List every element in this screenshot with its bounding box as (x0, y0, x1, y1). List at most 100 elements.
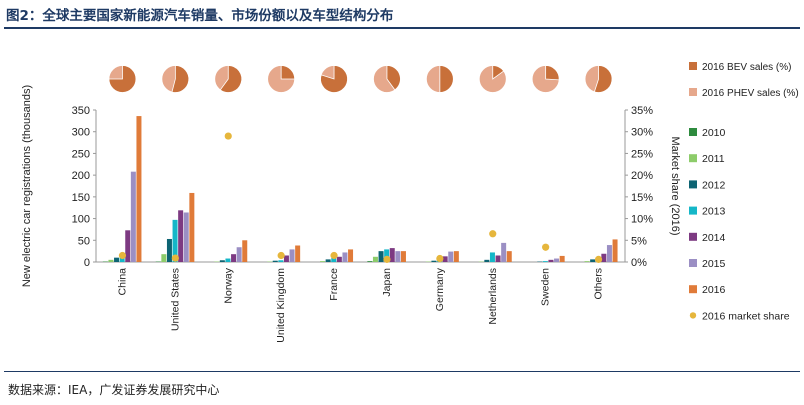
legend-label: 2013 (702, 206, 726, 218)
legend: 2016 BEV sales (%) 2016 PHEV sales (%) 201… (689, 62, 799, 322)
bar-2013 (225, 258, 231, 262)
source-note: 数据来源：IEA，广发证券发展研究中心 (8, 383, 220, 397)
legend-swatch-bev (689, 62, 697, 70)
y-tick-label: 350 (72, 105, 90, 117)
pie-Germany (425, 65, 454, 93)
x-tick-label: Sweden (540, 268, 552, 306)
bar-2016 (453, 251, 459, 262)
x-tick-label: China (117, 268, 129, 296)
y-tick-label: 0 (84, 257, 90, 269)
bar-2012 (590, 259, 596, 262)
legend-swatch-phev (689, 88, 697, 96)
bar-2013 (384, 249, 390, 262)
pie-slice-bev (439, 65, 454, 93)
y-tick-label: 150 (72, 192, 90, 204)
pie-China (108, 65, 137, 93)
bar-2015 (342, 252, 348, 262)
legend-swatch-2015 (689, 259, 697, 267)
bar-2016 (559, 255, 565, 262)
bar-2016 (136, 116, 142, 262)
bar-2015 (606, 245, 612, 262)
legend-label: 2014 (702, 232, 726, 244)
bar-2016 (242, 240, 248, 262)
x-tick-label: Others (593, 268, 605, 300)
bar-2015 (130, 171, 136, 262)
bar-2016 (189, 192, 195, 262)
pie-Netherlands (478, 65, 507, 93)
source-rule (4, 371, 800, 372)
pie-slice-bev (492, 65, 505, 80)
bar-2012 (378, 251, 384, 262)
bar-2011 (372, 256, 378, 262)
pie-slice-bev (386, 65, 401, 91)
pie-slice-bev (171, 65, 190, 93)
legend-swatch-2013 (689, 206, 697, 215)
bar-2011 (320, 261, 326, 262)
market-share-point (383, 255, 391, 263)
x-tick-labels: China United States Norway United Kingdom Fr… (117, 267, 605, 342)
bar-2015 (448, 251, 454, 262)
bar-2011 (584, 261, 590, 262)
y2-tick-label: 0% (631, 257, 647, 269)
pie-row (108, 65, 613, 93)
market-share-point (118, 251, 127, 260)
bar-2016 (506, 251, 512, 262)
market-share-point (224, 132, 232, 140)
title-rule (4, 27, 800, 29)
bar-2012 (166, 238, 172, 262)
pie-slice-bev (593, 65, 613, 93)
bar-2014 (336, 256, 342, 262)
bar-2014 (125, 230, 131, 262)
y2-tick-label: 25% (631, 148, 653, 160)
bar-2015 (236, 247, 242, 262)
y2-tick-label: 5% (631, 235, 647, 247)
bar-2013 (331, 258, 337, 262)
figure-title: 图2：全球主要国家新能源汽车销量、市场份额以及车型结构分布 (6, 8, 394, 24)
bar-2010 (367, 261, 373, 262)
market-share-point (436, 254, 444, 263)
pie-slice-bev (280, 65, 296, 80)
y-tick-label: 250 (72, 148, 90, 160)
bar-2014 (495, 255, 501, 262)
legend-swatch-2012 (689, 180, 697, 189)
bar-2012 (114, 257, 120, 262)
x-tick-label: Norway (222, 267, 234, 303)
bar-2012 (272, 260, 278, 262)
y-ticks: 0 50 100 150 200 250 300 350 (72, 105, 96, 269)
bar-2013 (542, 261, 548, 262)
bar-2012 (325, 259, 331, 262)
market-share-series (118, 132, 603, 263)
bar-2013 (172, 219, 178, 262)
pie-Japan (373, 65, 401, 93)
market-share-point (594, 255, 603, 263)
x-tick-label: United Kingdom (275, 268, 287, 343)
bar-2014 (601, 253, 607, 262)
market-share-point (489, 230, 497, 238)
bar-2011 (108, 259, 114, 262)
legend-label: 2012 (702, 179, 726, 191)
x-tick-label: United States (169, 268, 181, 331)
y-tick-label: 200 (72, 170, 90, 182)
y-tick-label: 300 (72, 127, 90, 139)
y2-tick-label: 10% (631, 214, 653, 226)
bar-2014 (548, 259, 554, 262)
market-share-point (542, 243, 550, 251)
y2-tick-label: 30% (631, 127, 653, 139)
pie-United Kingdom (267, 65, 296, 93)
pie-Others (584, 65, 613, 93)
pie-slice-bev (219, 65, 243, 93)
pie-United States (161, 65, 190, 93)
ev-chart: 0 50 100 150 200 250 300 350 0% 5% 10% 15% 20% 25% 30… (21, 62, 799, 343)
y2-tick-label: 20% (631, 170, 653, 182)
bar-2012 (219, 260, 225, 262)
bar-2014 (178, 210, 184, 262)
legend-swatch-2010 (689, 128, 697, 136)
y-tick-label: 50 (78, 235, 90, 247)
x-tick-label: Japan (381, 268, 393, 297)
bar-2014 (442, 256, 448, 262)
legend-label: 2015 (702, 258, 726, 270)
bar-2016 (295, 245, 301, 262)
legend-label: 2010 (702, 127, 726, 139)
bar-2015 (289, 249, 295, 262)
bar-2011 (161, 254, 167, 262)
